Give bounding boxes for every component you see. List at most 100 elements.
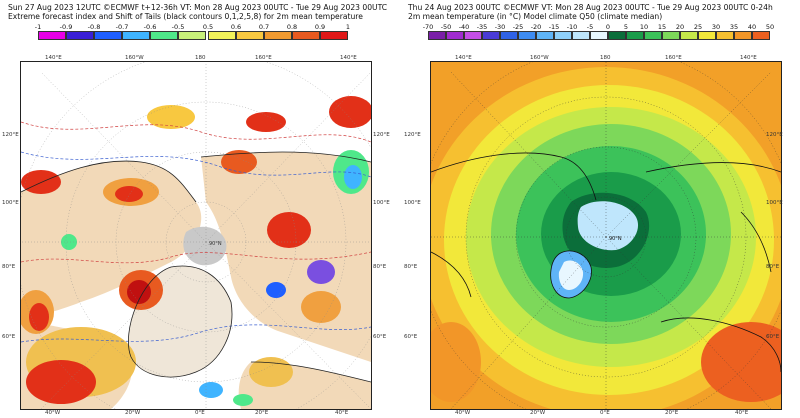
efi-top-label: 160°E: [255, 55, 272, 61]
efi-neg-label: -0.5: [171, 23, 185, 31]
colorbar-swatch: [752, 31, 770, 40]
climate-median-panel: Thu 24 Aug 2023 00UTC ©ECMWF VT: Mon 28 …: [400, 0, 800, 418]
clim-top-label: 180: [600, 55, 611, 61]
warm-patch: [127, 280, 151, 304]
meridian: [40, 241, 207, 409]
colorbar-swatch: [518, 31, 536, 40]
clim-bottom-label: 20°W: [530, 410, 546, 416]
colorbar-swatch: [734, 31, 752, 40]
colorbar-swatch: [38, 31, 66, 40]
efi-bottom-label: 40°W: [45, 410, 61, 416]
clim-scale-label: -40: [458, 23, 470, 31]
colorbar-swatch: [536, 31, 554, 40]
clim-scale-label: 0: [605, 23, 611, 31]
cold-patch: [344, 165, 362, 189]
efi-right-label: 60°E: [373, 334, 387, 340]
clim-scale-label: -50: [440, 23, 452, 31]
efi-neg-label: -0.9: [59, 23, 73, 31]
colorbar-swatch: [94, 31, 122, 40]
clim-left-label: 80°E: [404, 264, 418, 270]
contour-line: [21, 151, 371, 178]
clim-top-label: 160°W: [530, 55, 549, 61]
clim-scale-label: 30: [711, 23, 721, 31]
clim-right-label: 60°E: [766, 334, 780, 340]
colorbar-swatch: [716, 31, 734, 40]
cold-patch: [307, 260, 335, 284]
efi-map-canvas: 90°N: [21, 62, 371, 409]
efi-left-label: 120°E: [2, 132, 19, 138]
hot-region: [431, 322, 481, 402]
coastline: [431, 251, 472, 298]
efi-pos-label: 0.5: [202, 23, 214, 31]
clim-title-line1: Thu 24 Aug 2023 00UTC ©ECMWF VT: Mon 28 …: [408, 3, 773, 12]
colorbar-swatch: [122, 31, 150, 40]
clim-map-canvas: 90°N: [431, 62, 781, 409]
efi-top-label: 140°E: [340, 55, 357, 61]
efi-pos-label: 0.8: [286, 23, 298, 31]
warm-patch: [246, 112, 286, 132]
clim-scale-label: 25: [693, 23, 703, 31]
clim-title-line2: 2m mean temperature (in °C) Model climat…: [408, 12, 663, 21]
efi-title-line1: Sun 27 Aug 2023 12UTC ©ECMWF t+12-36h VT…: [8, 3, 388, 12]
coastline: [128, 265, 233, 378]
colorbar-swatch: [680, 31, 698, 40]
clim-scale-label: -25: [512, 23, 524, 31]
efi-warm-anomalies: [21, 96, 371, 404]
colorbar-swatch: [178, 31, 206, 40]
efi-neg-label: -0.7: [115, 23, 129, 31]
coastline: [250, 361, 371, 383]
arctic-ice-cold: [577, 201, 639, 251]
meridian: [450, 236, 607, 409]
clim-scale-label: 50: [765, 23, 775, 31]
meridian: [605, 236, 772, 409]
efi-negative-colorbar: [38, 31, 206, 45]
pole-label: 90°N: [209, 241, 222, 247]
cold-patch: [233, 394, 253, 406]
clim-scale-label: 5: [623, 23, 629, 31]
colorbar-swatch: [644, 31, 662, 40]
colorbar-swatch: [264, 31, 292, 40]
pole-label: 90°N: [609, 236, 622, 242]
efi-left-label: 60°E: [2, 334, 16, 340]
colorbar-swatch: [208, 31, 236, 40]
clim-scale-labels: -70 -50 -40 -35 -30 -25 -20 -15 -10 -5 0 5 10 15 20 25 3…: [420, 23, 780, 31]
warm-patch: [21, 170, 61, 194]
clim-graticule: [431, 62, 781, 409]
efi-bottom-label: 0°E: [195, 410, 205, 416]
cold-patch: [61, 234, 77, 250]
clim-top-label: 160°E: [665, 55, 682, 61]
clim-scale-label: -15: [548, 23, 560, 31]
colorbar-swatch: [698, 31, 716, 40]
colorbar-swatch: [500, 31, 518, 40]
efi-bottom-label: 20°W: [125, 410, 141, 416]
colorbar-swatch: [608, 31, 626, 40]
coastline: [660, 317, 781, 373]
meridian: [205, 71, 371, 243]
colorbar-swatch: [150, 31, 178, 40]
efi-pos-label: 0.9: [314, 23, 326, 31]
colorbar-swatch: [554, 31, 572, 40]
efi-bottom-label: 20°E: [255, 410, 269, 416]
meridian: [205, 241, 371, 409]
clim-right-label: 100°E: [766, 200, 783, 206]
coastline: [550, 250, 592, 299]
sea-ice: [183, 226, 227, 266]
warm-patch: [329, 96, 371, 128]
clim-scale-label: -30: [494, 23, 506, 31]
clim-left-label: 120°E: [404, 132, 421, 138]
colorbar-swatch: [292, 31, 320, 40]
coastlines: [21, 151, 371, 383]
efi-pos-label: 1: [345, 23, 351, 31]
latitude-circle: [465, 96, 747, 378]
efi-contours: [21, 121, 371, 343]
colorbar-swatch: [590, 31, 608, 40]
cold-patch: [199, 382, 223, 398]
warm-patch: [249, 357, 293, 387]
latitude-circle: [65, 101, 347, 383]
efi-neg-label: -0.8: [87, 23, 101, 31]
clim-left-label: 60°E: [404, 334, 418, 340]
colorbar-swatch: [662, 31, 680, 40]
efi-neg-scale-labels: -1 -0.9 -0.8 -0.7 -0.6 -0.5: [30, 23, 190, 31]
contour-line: [21, 251, 371, 264]
coastline: [21, 160, 197, 203]
